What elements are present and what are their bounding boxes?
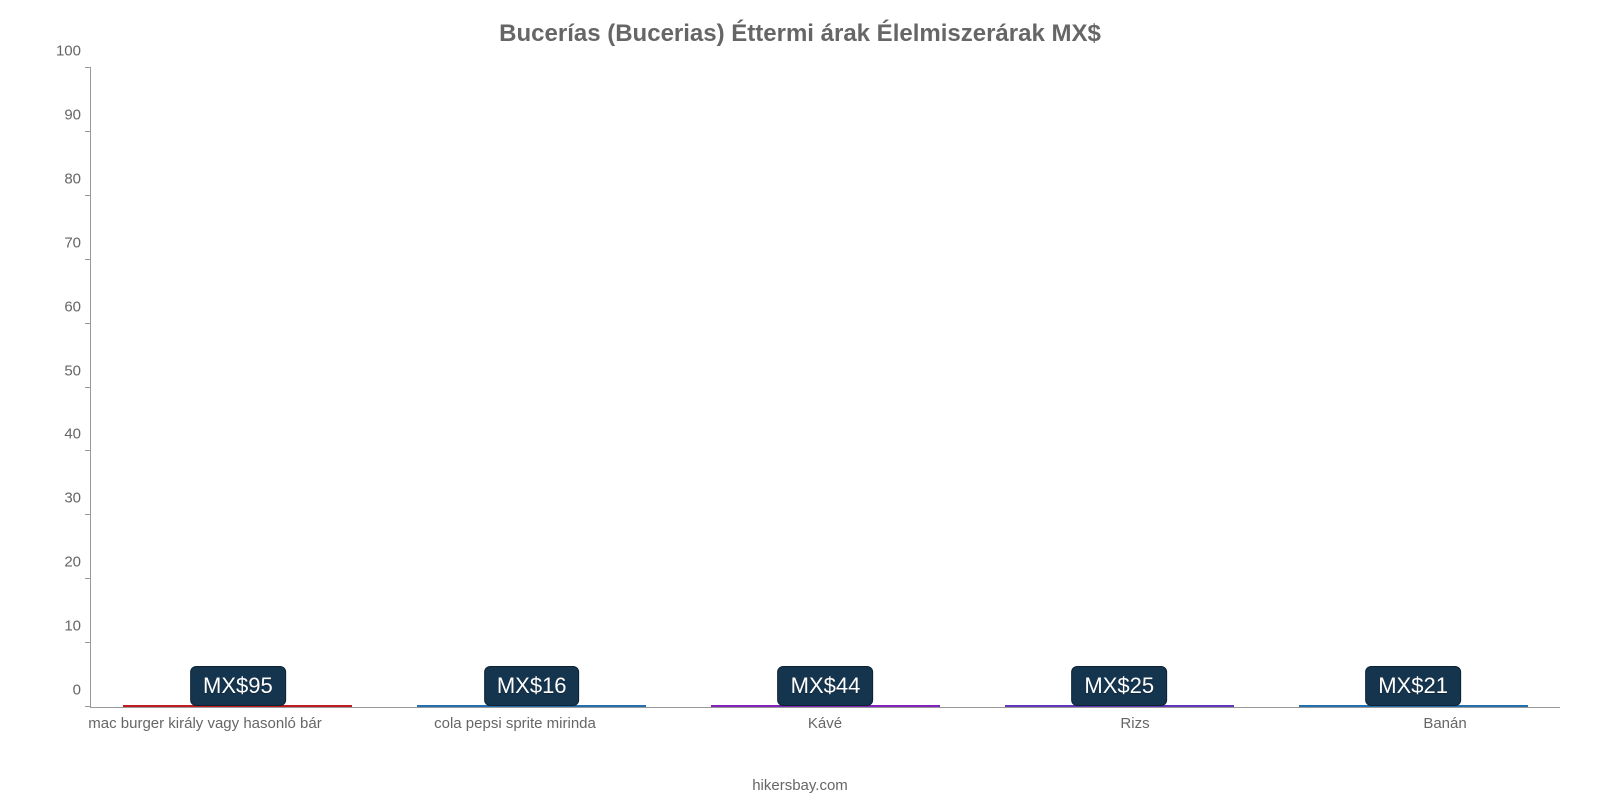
price-bar-chart: Bucerías (Bucerias) Éttermi árak Élelmis… xyxy=(0,0,1600,800)
y-tick-label: 50 xyxy=(41,362,81,379)
x-axis-label: Banán xyxy=(1290,707,1600,732)
y-tick-label: 100 xyxy=(41,43,81,60)
y-tick-label: 70 xyxy=(41,234,81,251)
bar-value-badge: MX$16 xyxy=(484,666,580,706)
x-axis-label: Kávé xyxy=(670,707,980,732)
y-tick-label: 40 xyxy=(41,426,81,443)
y-tick-label: 20 xyxy=(41,554,81,571)
x-axis-label: Rizs xyxy=(980,707,1290,732)
bar-value-badge: MX$25 xyxy=(1071,666,1167,706)
y-tick-label: 0 xyxy=(41,682,81,699)
y-tick-label: 60 xyxy=(41,298,81,315)
y-tick-label: 30 xyxy=(41,490,81,507)
chart-title: Bucerías (Bucerias) Éttermi árak Élelmis… xyxy=(40,20,1560,48)
x-axis-label: cola pepsi sprite mirinda xyxy=(360,707,670,732)
bar-value-badge: MX$44 xyxy=(778,666,874,706)
y-tick-label: 90 xyxy=(41,106,81,123)
plot-region: 0102030405060708090100 MX$95MX$16MX$44MX… xyxy=(90,68,1560,708)
y-tick-label: 80 xyxy=(41,170,81,187)
chart-credit: hikersbay.com xyxy=(0,777,1600,794)
x-axis-labels: mac burger király vagy hasonló bárcola p… xyxy=(50,707,1600,732)
x-axis-label: mac burger király vagy hasonló bár xyxy=(50,707,360,732)
bar-value-badge: MX$21 xyxy=(1365,666,1461,706)
y-tick-label: 10 xyxy=(41,618,81,635)
bars-row: MX$95 MX$16 MX$44 MX$25 MX$21 xyxy=(91,68,1560,707)
bar-value-badge: MX$95 xyxy=(190,666,286,706)
